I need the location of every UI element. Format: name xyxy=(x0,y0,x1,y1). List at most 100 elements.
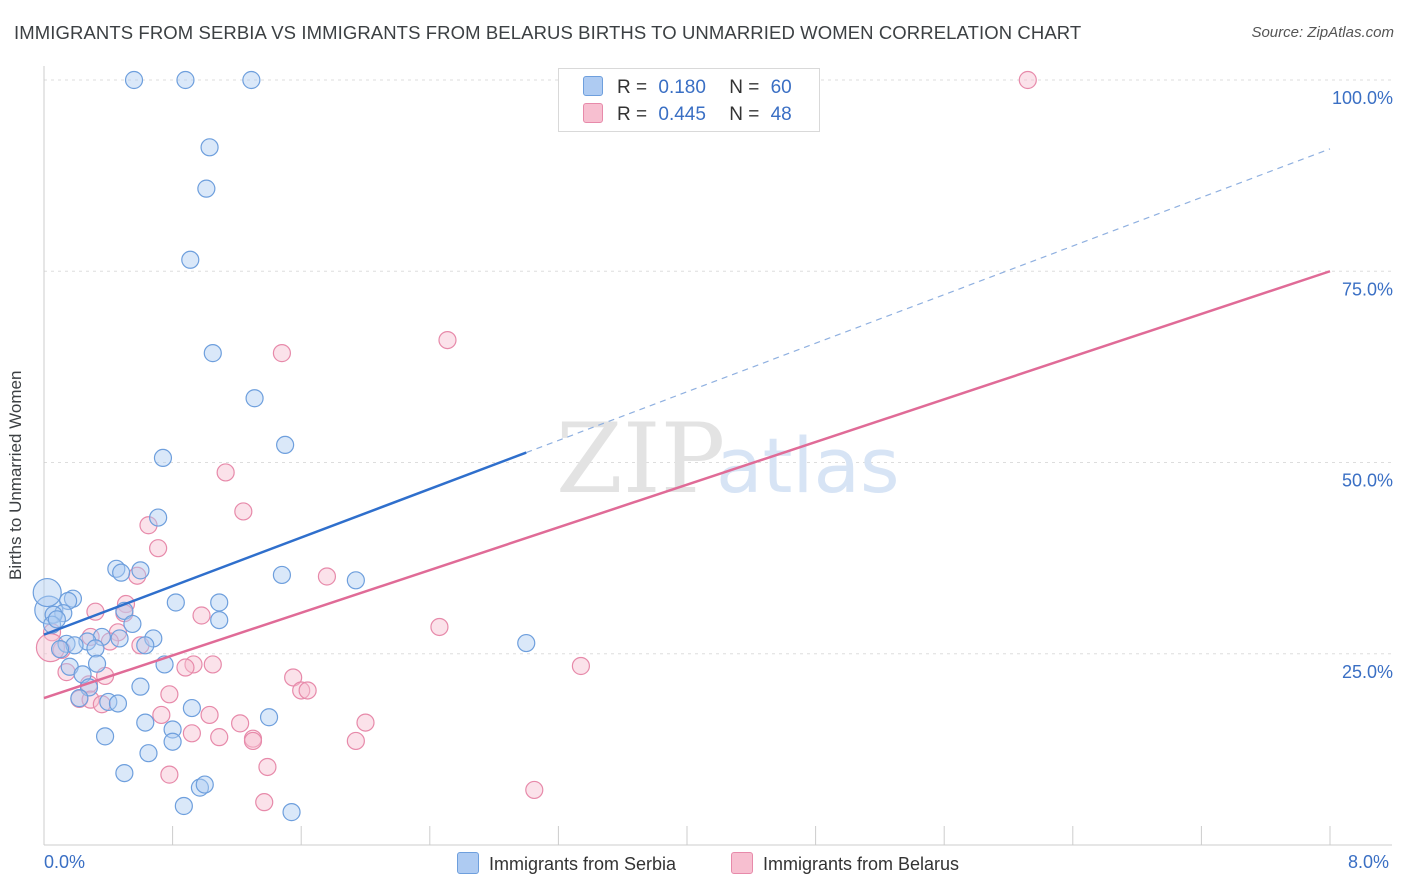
legend-n-label: N = xyxy=(729,77,760,98)
belarus-point xyxy=(525,780,544,800)
serbia-point xyxy=(346,571,365,590)
serbia-point xyxy=(131,561,150,580)
serbia-point xyxy=(210,593,229,612)
belarus-point xyxy=(292,681,311,700)
source-label: Source: ZipAtlas.com xyxy=(1251,24,1394,41)
trend-lines xyxy=(43,148,1331,700)
serbia-point xyxy=(242,70,261,90)
serbia-point xyxy=(63,589,83,608)
serbia-point xyxy=(276,435,295,455)
belarus-point xyxy=(57,663,76,682)
serbia-point xyxy=(195,775,214,794)
belarus-point xyxy=(356,713,375,732)
serbia-point xyxy=(203,344,222,363)
bottom-legend-belarus: Immigrants from Belarus xyxy=(731,852,959,875)
legend-swatch-serbia xyxy=(583,76,603,96)
belarus-point xyxy=(176,658,195,677)
belarus-point xyxy=(284,668,303,687)
serbia-point xyxy=(70,689,89,708)
belarus-point xyxy=(243,731,263,751)
serbia-point xyxy=(123,614,142,634)
serbia-point xyxy=(166,593,185,612)
x-tick-min: 0.0% xyxy=(44,852,86,872)
stats-legend: R = 0.180 N = 60 R = 0.445 N = 48 xyxy=(558,68,820,132)
chart-title: IMMIGRANTS FROM SERBIA VS IMMIGRANTS FRO… xyxy=(14,22,1082,43)
serbia-point xyxy=(86,639,105,658)
serbia-point xyxy=(149,508,168,527)
serbia-point xyxy=(32,577,62,608)
bottom-legend-swatch-belarus xyxy=(731,852,753,874)
legend-belarus-r: 0.445 xyxy=(658,104,706,125)
grid-lines xyxy=(44,79,1392,655)
serbia-point xyxy=(259,708,279,727)
belarus-point xyxy=(152,705,171,725)
serbia-point xyxy=(108,694,128,713)
serbia-point xyxy=(95,727,115,746)
serbia-point xyxy=(65,636,84,655)
y-tick-label: 25.0% xyxy=(1342,662,1393,682)
belarus-point xyxy=(346,731,365,751)
belarus-point xyxy=(200,705,219,725)
serbia-point xyxy=(136,636,155,655)
bottom-legend-belarus-label: Immigrants from Belarus xyxy=(763,854,960,874)
serbia-point xyxy=(139,744,158,763)
belarus-point xyxy=(210,728,229,747)
serbia-point xyxy=(200,138,219,157)
y-tick-label: 75.0% xyxy=(1342,279,1393,299)
belarus-point xyxy=(231,714,250,733)
serbia-point xyxy=(47,610,66,629)
bottom-legend-serbia-label: Immigrants from Serbia xyxy=(489,854,677,874)
series-belarus-points xyxy=(35,70,1037,812)
serbia-point xyxy=(136,713,155,732)
serbia-point xyxy=(181,250,200,269)
legend-r-label: R = xyxy=(617,104,648,125)
belarus-point xyxy=(182,724,201,743)
belarus-point xyxy=(1018,70,1037,90)
serbia-point xyxy=(176,70,195,90)
belarus-point xyxy=(317,567,337,586)
serbia-point xyxy=(124,70,144,90)
belarus-point xyxy=(298,681,317,700)
belarus-point xyxy=(139,516,158,535)
bottom-legend-serbia: Immigrants from Serbia xyxy=(457,852,676,875)
serbia-point xyxy=(110,629,129,648)
legend-n-label: N = xyxy=(729,104,760,125)
serbia-point xyxy=(210,610,229,630)
serbia-point xyxy=(131,677,150,696)
belarus-point xyxy=(438,331,457,350)
serbia-point xyxy=(174,796,193,816)
serbia-point xyxy=(112,563,131,582)
watermark-zip: ZIP xyxy=(556,403,725,515)
serbia-trend-line xyxy=(43,451,527,636)
serbia-point xyxy=(190,778,210,797)
serbia-point xyxy=(92,627,111,647)
belarus-point xyxy=(255,793,274,812)
belarus-point xyxy=(216,463,235,482)
legend-serbia-n: 60 xyxy=(770,77,792,98)
serbia-point xyxy=(182,698,201,718)
belarus-point xyxy=(571,656,591,676)
belarus-point xyxy=(234,502,253,521)
belarus-point xyxy=(192,606,211,625)
belarus-point xyxy=(149,539,168,558)
serbia-point xyxy=(163,732,182,751)
serbia-point xyxy=(245,389,264,408)
bottom-legend-swatch-serbia xyxy=(457,852,479,874)
belarus-point xyxy=(160,685,179,704)
serbia-point xyxy=(282,803,301,822)
belarus-point xyxy=(203,655,222,674)
y-tick-labels: 25.0% 50.0% 75.0% 100.0% xyxy=(1332,88,1393,682)
legend-serbia-r: 0.180 xyxy=(658,77,706,98)
legend-belarus-n: 48 xyxy=(770,104,792,125)
x-tick-max: 8.0% xyxy=(1348,852,1390,872)
serbia-point xyxy=(115,763,134,783)
belarus-trend-line xyxy=(43,270,1331,700)
legend-swatch-belarus xyxy=(583,103,603,123)
serbia-point xyxy=(153,448,173,468)
watermark: ZIP atlas xyxy=(556,403,900,515)
serbia-point xyxy=(517,633,536,653)
serbia-point xyxy=(50,640,70,659)
legend-row-serbia: R = 0.180 N = 60 xyxy=(583,76,792,98)
y-axis-label: Births to Unmarried Women xyxy=(6,370,25,580)
